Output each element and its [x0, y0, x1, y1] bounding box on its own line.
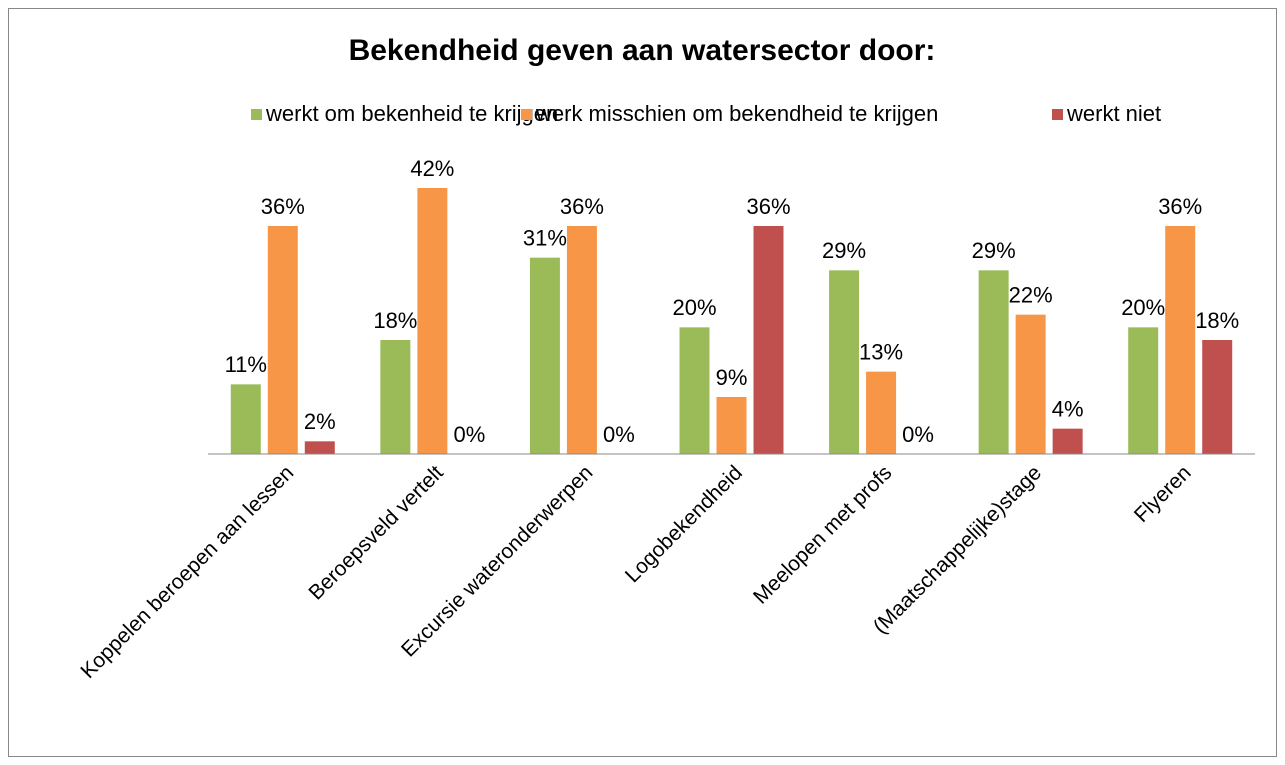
bar: [417, 188, 448, 454]
value-label: 0%: [453, 422, 485, 447]
legend-swatch: [251, 109, 262, 120]
value-label: 36%: [1158, 194, 1202, 219]
bar: [1128, 327, 1159, 454]
bar: [1202, 340, 1233, 454]
legend-label: werk misschien om bekendheid te krijgen: [535, 101, 938, 126]
bar: [230, 384, 261, 454]
bar: [529, 257, 560, 454]
value-label: 0%: [603, 422, 635, 447]
legend-swatch: [1052, 109, 1063, 120]
bar: [267, 226, 298, 454]
value-label: 29%: [972, 238, 1016, 263]
bar: [753, 226, 784, 454]
bar: [866, 371, 897, 454]
bar: [716, 397, 747, 454]
value-label: 13%: [859, 339, 903, 364]
value-label: 36%: [261, 194, 305, 219]
bar: [829, 270, 860, 454]
bar: [978, 270, 1009, 454]
bar: [380, 340, 411, 454]
bar: [1052, 428, 1083, 454]
bar: [566, 226, 597, 454]
value-label: 0%: [902, 422, 934, 447]
legend-label: werkt om bekenheid te krijgen: [265, 101, 558, 126]
value-label: 18%: [1195, 308, 1239, 333]
value-label: 36%: [746, 194, 790, 219]
value-label: 22%: [1009, 282, 1053, 307]
value-label: 42%: [410, 156, 454, 181]
value-label: 9%: [716, 365, 748, 390]
bar: [1015, 314, 1046, 454]
bar: [1165, 226, 1196, 454]
value-label: 31%: [523, 225, 567, 250]
chart-frame: [8, 8, 1277, 757]
value-label: 20%: [1121, 295, 1165, 320]
value-label: 29%: [822, 238, 866, 263]
value-label: 36%: [560, 194, 604, 219]
bar: [679, 327, 710, 454]
legend-label: werkt niet: [1066, 101, 1161, 126]
value-label: 18%: [373, 308, 417, 333]
chart-title: Bekendheid geven aan watersector door:: [349, 34, 936, 67]
value-label: 11%: [225, 352, 267, 377]
value-label: 4%: [1052, 396, 1084, 421]
value-label: 20%: [672, 295, 716, 320]
value-label: 2%: [304, 409, 336, 434]
bar: [304, 441, 335, 454]
legend-swatch: [521, 109, 532, 120]
